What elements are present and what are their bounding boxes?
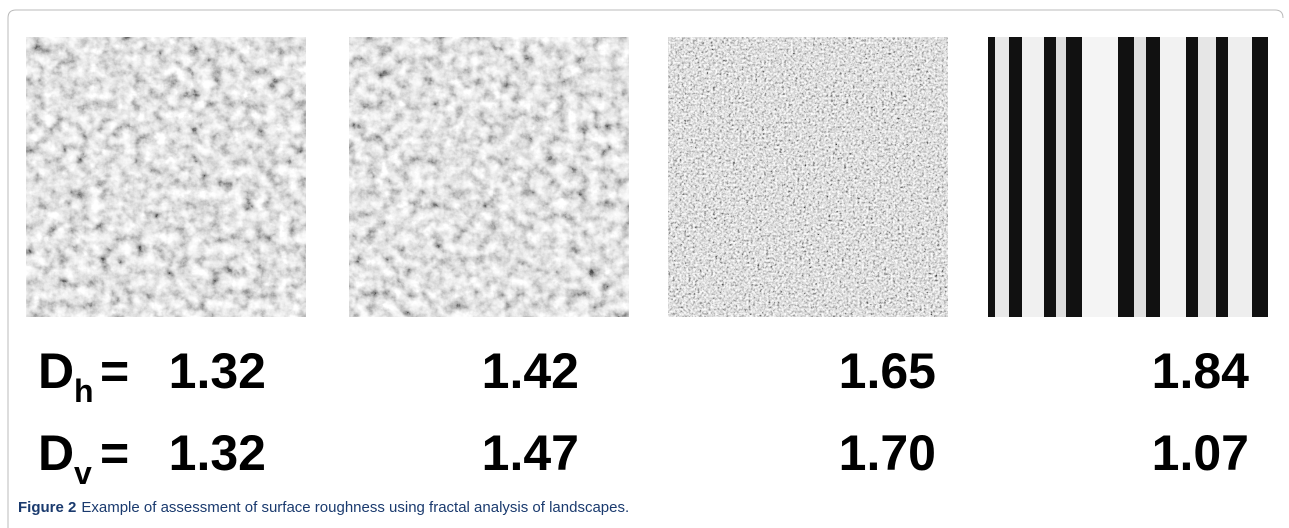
surface-image [26, 37, 306, 317]
equals: = [100, 425, 129, 481]
caption-text: Example of assessment of surface roughne… [81, 499, 629, 516]
surface-image [349, 37, 629, 317]
subscript: v [74, 455, 92, 491]
caption-label: Figure 2 [18, 499, 76, 516]
surface-image [668, 37, 948, 317]
roughness-value: 1.47 [482, 425, 579, 481]
roughness-value: 1.32 [169, 343, 266, 399]
roughness-value: 1.84 [1152, 343, 1250, 399]
surface-image [988, 37, 1268, 317]
symbol: D [38, 343, 74, 399]
subscript: h [74, 373, 94, 409]
roughness-value: 1.65 [839, 343, 936, 399]
roughness-value: 1.70 [839, 425, 936, 481]
roughness-value: 1.07 [1152, 425, 1249, 481]
roughness-value: 1.32 [169, 425, 266, 481]
figure-frame [7, 9, 1284, 528]
symbol: D [38, 425, 74, 481]
caption: Figure 2 Example of assessment of surface… [18, 499, 629, 516]
equals: = [100, 343, 129, 399]
roughness-value: 1.42 [482, 343, 579, 399]
